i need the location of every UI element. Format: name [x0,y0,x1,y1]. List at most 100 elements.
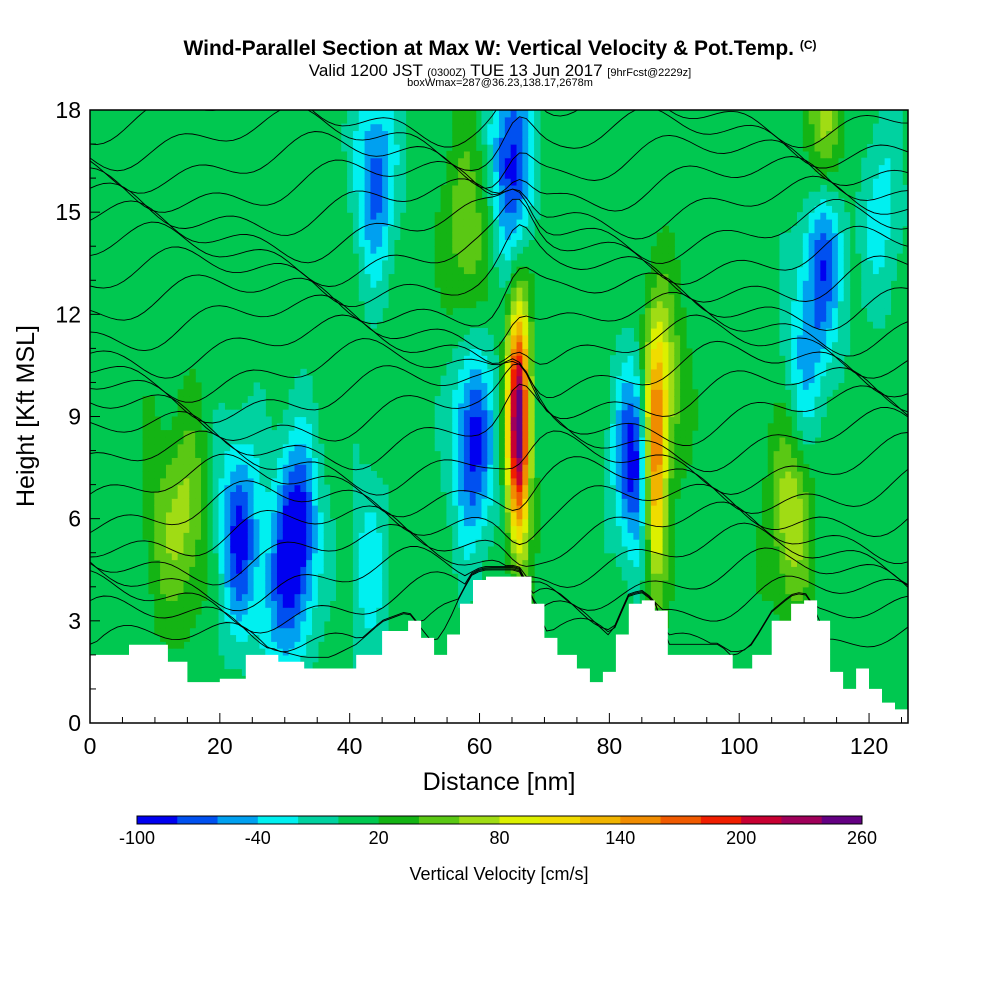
field-cell [452,123,459,132]
field-cell [463,266,471,275]
field-cell [504,477,512,486]
field-cell [662,375,670,384]
field-cell [317,545,325,554]
field-cell [796,539,804,547]
field-cell [294,416,301,424]
field-cell [645,573,652,581]
field-cell [808,511,816,520]
field-cell [773,593,781,601]
field-cell [458,110,465,118]
field-cell [826,191,833,200]
field-cell [773,450,781,458]
field-cell [872,144,880,152]
field-cell [481,123,488,132]
field-cell [481,477,488,486]
field-cell [177,430,185,438]
field-cell [253,470,261,479]
field-cell [212,443,220,452]
field-cell [446,212,453,220]
field-cell [312,518,319,527]
field-cell [504,150,512,159]
field-cell [271,566,278,574]
field-cell [516,293,523,302]
field-cell [837,287,845,295]
field-cell [177,505,185,513]
field-cell [393,171,401,179]
field-cell [493,137,500,145]
field-cell [446,184,453,193]
field-cell [487,157,494,166]
field-cell [224,566,231,574]
field-cell [633,579,640,588]
field-cell [867,253,874,261]
field-cell [236,491,243,499]
field-cell [452,259,459,268]
field-cell [650,586,658,595]
field-cell [610,416,617,424]
field-cell [791,225,798,234]
field-cell [522,566,529,574]
field-cell [504,484,512,493]
field-cell [516,144,523,152]
field-cell [306,443,313,452]
field-cell [832,321,839,329]
field-cell [872,300,880,309]
field-cell [680,436,687,445]
field-cell [861,157,868,166]
field-cell [662,239,670,247]
field-cell [680,396,687,404]
field-cell [358,641,366,649]
field-cell [323,614,331,622]
field-cell [522,191,529,200]
field-cell [440,293,448,302]
field-cell [230,566,237,574]
field-cell [276,634,284,642]
field-cell [761,511,769,520]
field-cell [463,164,471,172]
field-cell [826,123,833,132]
field-cell [364,259,372,268]
field-cell [364,225,372,234]
field-cell [387,130,395,138]
field-cell [802,253,810,261]
field-cell [364,470,372,479]
field-cell [370,164,377,172]
field-cell [510,396,518,404]
field-cell [370,191,377,200]
field-cell [218,627,225,636]
field-cell [662,259,670,268]
field-cell [364,593,372,601]
field-cell [265,470,272,479]
field-cell [779,579,786,588]
field-cell [230,423,237,431]
field-cell [510,362,518,370]
field-cell [475,396,483,404]
field-cell [312,402,319,411]
field-cell [142,532,150,540]
field-cell [393,123,401,132]
field-cell [306,491,313,499]
field-cell [896,157,903,166]
field-cell [452,382,459,390]
field-cell [656,539,664,547]
field-cell [294,654,301,663]
colorbar-swatch [700,816,742,824]
field-cell [300,368,307,377]
field-cell [615,362,623,370]
field-cell [463,137,471,145]
field-cell [481,253,488,261]
field-cell [288,586,296,595]
field-cell [487,123,494,132]
field-cell [832,287,839,295]
field-cell [358,184,366,193]
field-cell [382,573,389,581]
field-cell [668,246,675,254]
field-cell [440,205,448,213]
field-cell [633,539,640,547]
field-cell [761,579,769,588]
field-cell [142,525,150,533]
field-cell [604,518,611,527]
field-cell [884,273,892,281]
field-cell [814,327,821,336]
